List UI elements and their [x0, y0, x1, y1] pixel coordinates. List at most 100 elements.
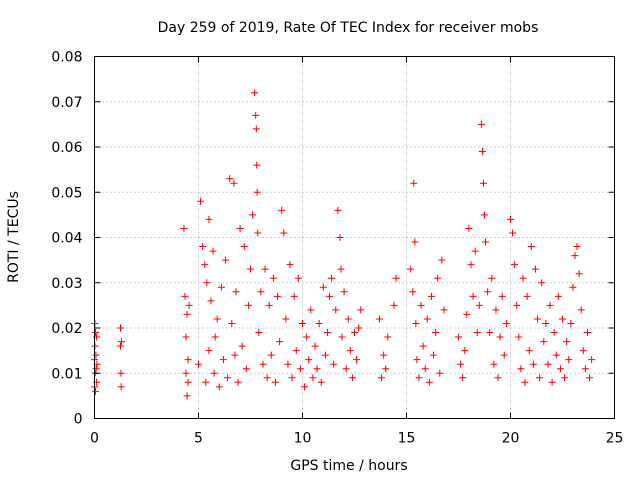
x-tick-label: 0 — [90, 431, 99, 447]
data-point — [301, 383, 309, 391]
data-point — [490, 360, 498, 368]
data-point — [210, 369, 218, 377]
data-point — [305, 356, 313, 364]
data-point — [242, 365, 250, 373]
data-point — [185, 301, 193, 309]
data-point — [117, 369, 125, 377]
data-point — [299, 319, 306, 327]
data-point — [536, 374, 544, 382]
data-point — [205, 215, 213, 223]
data-point — [195, 360, 202, 368]
data-point — [332, 306, 340, 314]
data-point — [184, 378, 192, 386]
data-point — [330, 360, 338, 368]
data-point — [313, 365, 321, 373]
data-point — [498, 292, 506, 300]
data-point — [215, 383, 223, 391]
data-point — [280, 229, 288, 237]
data-point — [117, 324, 124, 332]
data-point — [182, 333, 190, 341]
data-point — [384, 333, 392, 341]
y-tick-label: 0.07 — [51, 95, 82, 111]
data-point — [226, 175, 234, 183]
data-point — [292, 347, 300, 355]
data-point — [92, 365, 100, 373]
data-point — [231, 351, 239, 359]
data-point — [409, 288, 417, 296]
y-tick-label: 0 — [74, 412, 83, 428]
data-point — [274, 292, 282, 300]
data-point — [479, 179, 487, 187]
data-point — [559, 315, 566, 323]
data-point — [488, 274, 496, 282]
data-point — [180, 224, 188, 232]
data-point — [348, 374, 356, 382]
data-point — [542, 319, 550, 327]
data-point — [477, 120, 485, 128]
y-tick-label: 0.06 — [51, 140, 82, 156]
data-point — [197, 197, 205, 205]
data-point — [252, 111, 260, 119]
data-point — [282, 315, 290, 323]
data-point — [392, 274, 400, 282]
data-point — [92, 351, 100, 359]
data-point — [351, 329, 358, 337]
data-point — [253, 161, 261, 169]
data-point — [230, 179, 238, 187]
data-point — [199, 243, 207, 251]
data-point — [269, 274, 277, 282]
axis-ticks: 0 5 10 15 20 25 0 0.01 0.02 0.03 0.04 0.05 0.06 0.07 0… — [51, 50, 623, 447]
data-point — [261, 265, 269, 273]
data-point — [478, 148, 486, 156]
y-axis-label: ROTI / TECUs — [6, 191, 22, 283]
data-point — [224, 374, 232, 382]
data-point — [515, 333, 523, 341]
data-point — [552, 351, 560, 359]
data-point — [421, 365, 429, 373]
data-point — [540, 338, 548, 346]
data-point — [544, 360, 552, 368]
y-tick-label: 0.05 — [51, 185, 82, 201]
data-point — [213, 315, 221, 323]
data-point — [581, 365, 589, 373]
data-point — [240, 243, 248, 251]
x-tick-label: 10 — [294, 431, 312, 447]
data-point — [380, 351, 388, 359]
data-point — [294, 274, 302, 282]
data-point — [573, 243, 581, 251]
data-point — [423, 315, 431, 323]
data-point — [296, 365, 304, 373]
y-tick-label: 0.03 — [51, 276, 82, 292]
data-point — [307, 306, 315, 314]
data-point — [507, 215, 514, 223]
data-point — [117, 342, 124, 350]
data-point — [473, 329, 481, 337]
data-point — [500, 351, 508, 359]
data-point — [259, 360, 267, 368]
data-point — [255, 329, 263, 337]
data-point — [357, 306, 365, 314]
data-point — [412, 319, 420, 327]
data-point — [407, 265, 415, 273]
data-point — [334, 206, 342, 214]
y-tick-label: 0.02 — [51, 321, 82, 337]
data-point — [315, 319, 323, 327]
x-tick-label: 20 — [502, 431, 520, 447]
data-point — [355, 324, 363, 332]
data-point — [513, 301, 521, 309]
data-point — [548, 378, 556, 386]
data-point — [471, 247, 479, 255]
data-point — [509, 229, 517, 237]
data-point — [182, 369, 190, 377]
data-point — [467, 261, 475, 269]
data-point — [118, 338, 126, 346]
data-point — [252, 125, 260, 133]
data-point — [234, 378, 242, 386]
data-point — [432, 329, 440, 337]
data-point — [205, 347, 213, 355]
data-point — [267, 351, 275, 359]
data-point — [517, 365, 525, 373]
data-point — [288, 374, 296, 382]
y-tick-label: 0.01 — [51, 366, 82, 382]
data-point — [209, 247, 217, 255]
